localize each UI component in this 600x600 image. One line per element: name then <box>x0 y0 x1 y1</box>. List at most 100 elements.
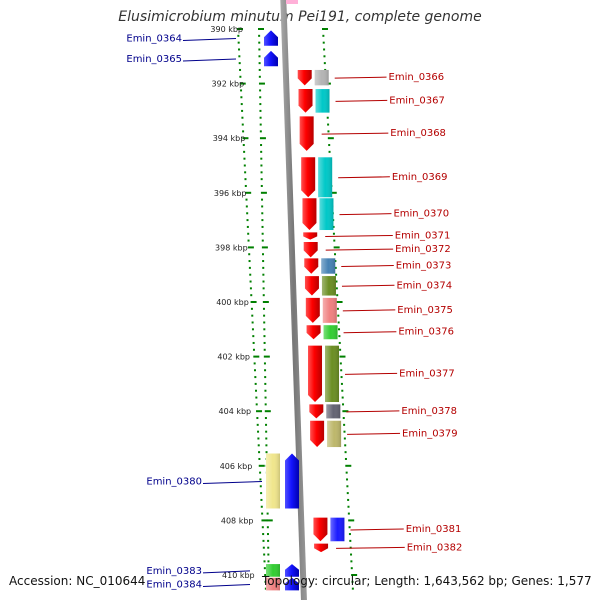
gene-emin_0364: Emin_0364 <box>126 30 278 46</box>
minor-tick <box>259 103 262 106</box>
minor-tick <box>262 280 265 283</box>
minor-tick <box>348 526 351 529</box>
minor-tick <box>326 116 329 119</box>
minor-tick <box>245 205 248 208</box>
minor-tick <box>340 369 343 372</box>
major-tick <box>264 410 271 413</box>
minor-tick <box>259 471 262 474</box>
minor-tick <box>264 396 267 399</box>
minor-tick <box>350 560 353 563</box>
minor-tick <box>238 48 241 51</box>
minor-tick <box>260 150 263 153</box>
minor-tick <box>260 157 263 160</box>
gene-arrow <box>264 50 278 67</box>
minor-tick <box>263 314 266 317</box>
minor-tick <box>264 403 267 406</box>
minor-tick <box>241 109 244 112</box>
gene-leader-line <box>346 410 400 413</box>
minor-tick <box>263 362 266 365</box>
gene-label: Emin_0381 <box>406 524 462 535</box>
minor-tick <box>262 287 265 290</box>
minor-tick <box>253 369 256 372</box>
minor-tick <box>243 157 246 160</box>
minor-tick <box>328 150 331 153</box>
minor-tick <box>239 75 242 78</box>
minor-tick <box>328 144 331 147</box>
gene-label: Emin_0379 <box>402 428 458 439</box>
minor-tick <box>267 546 270 549</box>
gene-emin_0383: Emin_0383 <box>146 564 299 577</box>
minor-tick <box>247 232 250 235</box>
major-tick <box>258 464 265 467</box>
gene-arrow <box>297 69 312 86</box>
function-bar-shade <box>325 345 340 403</box>
minor-tick <box>343 423 346 426</box>
minor-tick <box>342 417 345 420</box>
gene-leader-line <box>182 58 237 62</box>
major-tick <box>261 519 268 522</box>
major-tick <box>247 246 254 249</box>
gene-arrow <box>306 325 321 340</box>
minor-tick <box>347 505 350 508</box>
major-tick <box>327 137 334 140</box>
minor-tick <box>258 75 261 78</box>
minor-tick <box>263 567 266 570</box>
minor-tick <box>338 335 341 338</box>
minor-tick <box>249 273 252 276</box>
minor-tick <box>251 321 254 324</box>
gene-leader-line <box>338 176 390 179</box>
minor-tick <box>262 546 265 549</box>
minor-tick <box>260 178 263 181</box>
gene-leader-line <box>336 546 405 549</box>
gene-label: Emin_0368 <box>390 128 446 139</box>
minor-tick <box>350 567 353 570</box>
minor-tick <box>248 266 251 269</box>
minor-tick <box>327 123 330 126</box>
minor-tick <box>260 164 263 167</box>
tick-label: 402 kbp <box>217 353 250 362</box>
minor-tick <box>261 198 264 201</box>
minor-tick <box>256 417 259 420</box>
minor-tick <box>263 341 266 344</box>
minor-tick <box>332 225 335 228</box>
major-tick <box>263 355 270 358</box>
minor-tick <box>254 376 257 379</box>
gene-arrow <box>308 345 323 403</box>
minor-tick <box>322 41 325 44</box>
minor-tick <box>340 382 343 385</box>
minor-tick <box>259 123 262 126</box>
minor-tick <box>265 437 268 440</box>
minor-tick <box>259 109 262 112</box>
gene-leader-line <box>321 132 389 135</box>
minor-tick <box>250 294 253 297</box>
minor-tick <box>346 492 349 495</box>
minor-tick <box>345 471 348 474</box>
minor-tick <box>255 389 258 392</box>
function-bar-shade <box>319 198 334 231</box>
minor-tick <box>252 341 255 344</box>
tick-label: 398 kbp <box>215 243 248 252</box>
gene-leader-line <box>202 480 263 484</box>
minor-tick <box>327 130 330 133</box>
gene-label: Emin_0371 <box>395 230 451 241</box>
minor-tick <box>253 362 256 365</box>
function-bar-shade <box>315 89 330 113</box>
minor-tick <box>258 48 261 51</box>
gene-emin_0369: Emin_0369 <box>301 157 448 198</box>
minor-tick <box>240 89 243 92</box>
major-tick <box>339 355 346 358</box>
gene-emin_0380: Emin_0380 <box>146 453 299 509</box>
gene-arrow <box>305 297 320 323</box>
minor-tick <box>260 144 263 147</box>
minor-tick <box>251 314 254 317</box>
minor-tick <box>323 48 326 51</box>
gene-label: Emin_0364 <box>126 34 182 45</box>
major-tick <box>330 191 337 194</box>
minor-tick <box>257 444 260 447</box>
minor-tick <box>262 307 265 310</box>
gene-emin_0375: Emin_0375 <box>305 297 453 323</box>
minor-tick <box>342 403 345 406</box>
function-bar-shade <box>330 517 345 542</box>
gene-arrow <box>301 157 316 198</box>
gene-emin_0384: Emin_0384 <box>146 577 299 591</box>
